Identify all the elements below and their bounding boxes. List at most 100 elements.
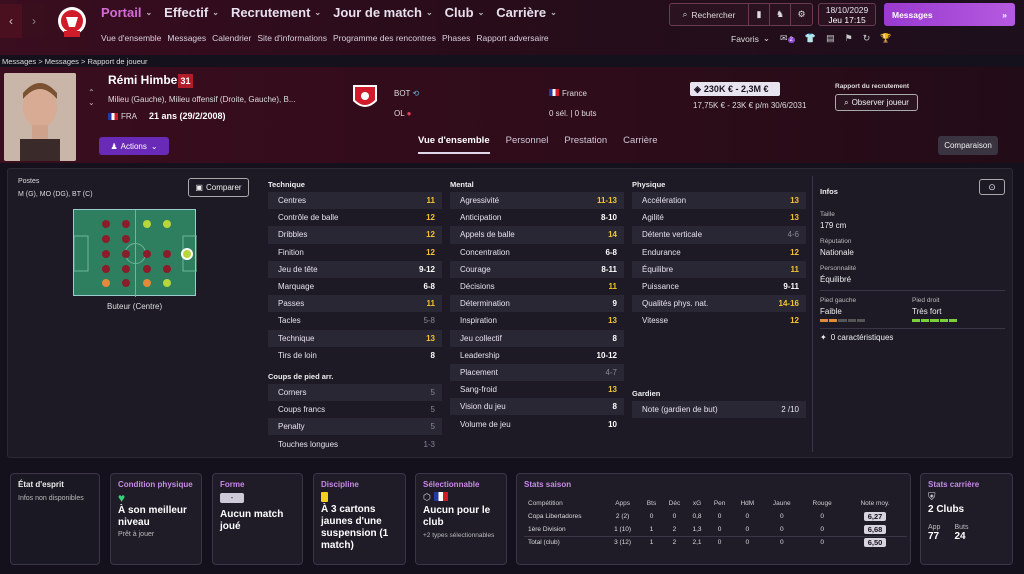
attribute-row[interactable]: Tirs de loin 8 [268, 347, 442, 364]
position-dot[interactable] [122, 235, 130, 243]
position-dot[interactable] [102, 250, 110, 258]
submenu-phases[interactable]: Phases [442, 33, 471, 43]
position-dot[interactable] [102, 279, 110, 287]
gear-icon[interactable]: ⚙ [797, 9, 806, 19]
stats-row[interactable]: Copa Libertadores 2 (2) 0 0 0,8 0 0 0 0 6,27 [524, 510, 907, 523]
attribute-row[interactable]: Note (gardien de but) 2 /10 [632, 400, 806, 418]
compare-positions-button[interactable]: ▣ Comparer [188, 178, 249, 197]
stats-column-header[interactable]: HdM [740, 500, 755, 507]
tab-career[interactable]: Carrière [623, 135, 658, 146]
position-dot[interactable] [163, 220, 171, 228]
position-dot[interactable] [143, 250, 151, 258]
breadcrumb-item[interactable]: Messages [44, 57, 79, 66]
position-dot[interactable] [143, 265, 151, 273]
stats-column-header[interactable]: Compétition [528, 500, 563, 507]
position-dot[interactable] [122, 250, 130, 258]
attribute-row[interactable]: Centres 11 [268, 192, 442, 210]
actions-button[interactable]: ♟ Actions ⌄ [99, 137, 169, 155]
attribute-row[interactable]: Tacles 5-8 [268, 312, 442, 329]
attribute-row[interactable]: Inspiration 13 [450, 312, 624, 329]
attribute-row[interactable]: Jeu collectif 8 [450, 329, 624, 347]
position-dot[interactable] [102, 235, 110, 243]
attribute-row[interactable]: Agressivité 11-13 [450, 192, 624, 210]
attribute-row[interactable]: Vitesse 12 [632, 312, 806, 329]
breadcrumb-item[interactable]: Messages [2, 57, 37, 66]
attribute-row[interactable]: Anticipation 8-10 [450, 209, 624, 226]
attribute-row[interactable]: Puissance 9-11 [632, 278, 806, 295]
position-dot[interactable] [143, 279, 151, 287]
attribute-row[interactable]: Finition 12 [268, 244, 442, 261]
attribute-row[interactable]: Marquage 6-8 [268, 278, 442, 295]
menu-portail[interactable]: Portail ⌄ [101, 5, 153, 20]
notification-icon[interactable]: ✉ 2 [780, 33, 795, 43]
stats-column-header[interactable]: Bts [646, 500, 657, 507]
career-stats-card[interactable]: Stats carrière ⛨ 2 Clubs App 77 Buts 24 [920, 473, 1013, 565]
clipboard-icon[interactable]: ▤ [826, 33, 835, 43]
fan-icon[interactable]: ♞ [770, 4, 791, 25]
trophy-icon[interactable]: 🏆 [880, 33, 892, 43]
stats-column-header[interactable]: Apps [615, 500, 631, 507]
fitness-card[interactable]: Condition physique ♥ À son meilleur nive… [110, 473, 202, 565]
position-dot[interactable] [122, 220, 130, 228]
attribute-row[interactable]: Contrôle de balle 12 [268, 209, 442, 226]
attribute-row[interactable]: Courage 8-11 [450, 260, 624, 278]
menu-recrutement[interactable]: Recrutement ⌄ [230, 5, 322, 20]
stats-column-header[interactable]: xG [692, 500, 702, 507]
submenu-calendrier[interactable]: Calendrier [212, 33, 252, 43]
stats-row[interactable]: Total (club) 3 (12) 1 2 2,1 0 0 0 0 6,50 [524, 536, 907, 549]
attribute-row[interactable]: Placement 4-7 [450, 363, 624, 382]
tab-performance[interactable]: Prestation [564, 135, 608, 146]
attribute-row[interactable]: Vision du jeu 8 [450, 398, 624, 416]
stats-row[interactable]: 1ère Division 1 (10) 1 2 1,3 0 0 0 0 6,68 [524, 523, 907, 536]
attribute-row[interactable]: Équilibre 11 [632, 260, 806, 278]
attribute-row[interactable]: Agilité 13 [632, 209, 806, 226]
attribute-row[interactable]: Sang-froid 13 [450, 381, 624, 398]
attribute-row[interactable]: Dribbles 12 [268, 226, 442, 244]
tactics-icon[interactable]: ⚑ [844, 33, 853, 43]
position-dot[interactable] [102, 220, 110, 228]
attribute-row[interactable]: Détermination 9 [450, 295, 624, 313]
attribute-row[interactable]: Passes 11 [268, 295, 442, 313]
attribute-row[interactable]: Coups francs 5 [268, 401, 442, 418]
info-person-icon[interactable]: ⊙ [979, 179, 1005, 195]
position-dot[interactable] [102, 265, 110, 273]
menu-effectif[interactable]: Effectif ⌄ [164, 5, 219, 20]
bookmark-icon[interactable]: ▮ [749, 4, 770, 25]
attribute-row[interactable]: Corners 5 [268, 383, 442, 402]
submenu-programme[interactable]: Programme des rencontres [333, 33, 437, 43]
refresh-icon[interactable]: ↻ [862, 33, 871, 43]
best-position-dot[interactable] [181, 248, 193, 260]
stats-column-header[interactable]: Note moy. [860, 500, 890, 507]
position-dot[interactable] [143, 220, 151, 228]
discipline-card[interactable]: Discipline À 3 cartons jaunes d'une susp… [313, 473, 406, 565]
position-dot[interactable] [163, 250, 171, 258]
chevron-up-icon[interactable]: ⌃ [88, 88, 95, 97]
stats-column-header[interactable]: Rouge [812, 500, 832, 507]
attribute-row[interactable]: Accélération 13 [632, 192, 806, 210]
stats-column-header[interactable]: Déc [668, 500, 681, 507]
observe-player-button[interactable]: ⌕ Observer joueur [835, 94, 918, 111]
submenu-site-informations[interactable]: Site d'informations [257, 33, 328, 43]
messages-button[interactable]: Messages » [884, 3, 1015, 26]
attribute-row[interactable]: Concentration 6-8 [450, 244, 624, 261]
submenu-messages[interactable]: Messages [167, 33, 207, 43]
date-button[interactable]: 18/10/2029 Jeu 17:15 [818, 3, 876, 26]
menu-carriere[interactable]: Carrière ⌄ [496, 5, 557, 20]
comparison-button[interactable]: Comparaison [938, 136, 998, 155]
tab-overview[interactable]: Vue d'ensemble [418, 135, 490, 154]
stats-column-header[interactable]: Pen [713, 500, 726, 507]
attribute-row[interactable]: Penalty 5 [268, 418, 442, 436]
attribute-row[interactable]: Touches longues 1-3 [268, 435, 442, 452]
submenu-rapport-adversaire[interactable]: Rapport adversaire [476, 33, 549, 43]
attribute-row[interactable]: Volume de jeu 10 [450, 415, 624, 432]
position-dot[interactable] [163, 279, 171, 287]
club-line-current[interactable]: BOT ⟲ [394, 89, 420, 98]
chevron-down-icon[interactable]: ⌄ [88, 98, 95, 107]
position-dot[interactable] [122, 279, 130, 287]
forward-arrow-icon[interactable]: › [23, 4, 45, 38]
club-crest-icon[interactable] [56, 5, 88, 39]
menu-jour-de-match[interactable]: Jour de match ⌄ [333, 5, 433, 20]
stats-column-header[interactable]: Jaune [772, 500, 791, 507]
shirt-icon[interactable]: 👕 [804, 33, 817, 43]
favorites-dropdown[interactable]: Favoris [731, 33, 759, 44]
